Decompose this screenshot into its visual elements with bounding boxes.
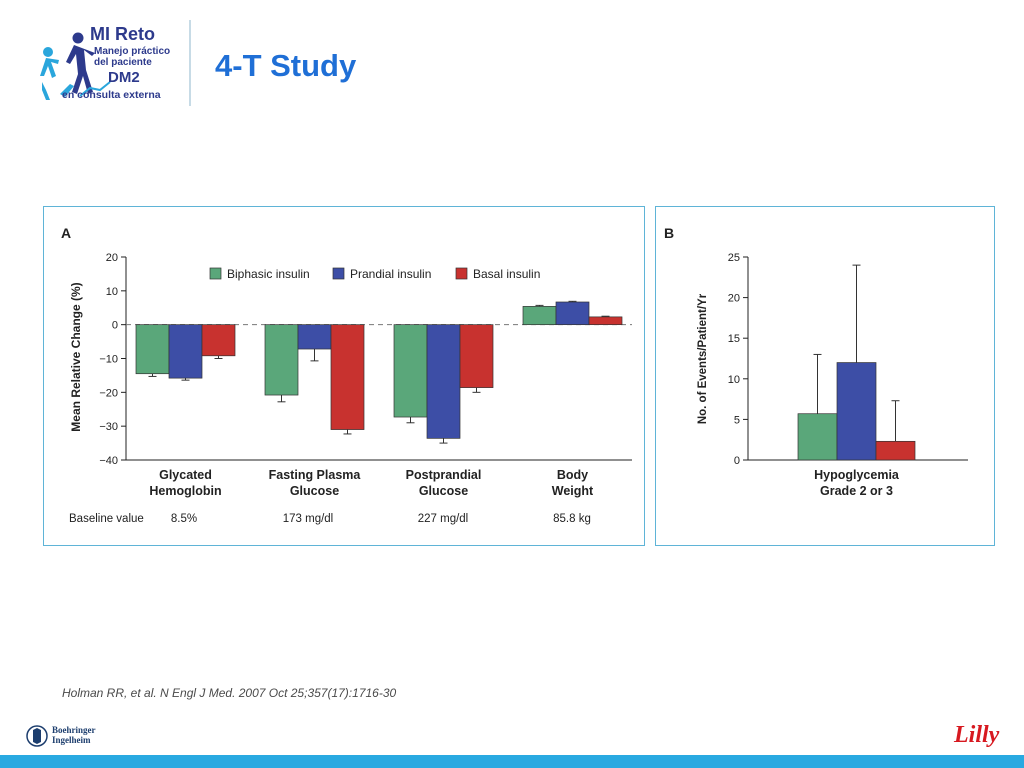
bi-line1: Boehringer (52, 725, 96, 735)
bar-prandial (168, 324, 203, 379)
bar-biphasic (797, 413, 838, 461)
bar-basal (588, 316, 623, 326)
baseline-label: Baseline value (69, 513, 144, 525)
logo-line2: Manejo práctico (94, 46, 170, 57)
chart-a: A Biphasic insulin Prandial insulin Basal … (61, 225, 632, 525)
legend-swatch-prandial (332, 267, 345, 280)
category-label: Glycated (159, 468, 212, 482)
category-label: Glucose (290, 484, 339, 498)
bar-basal (330, 324, 365, 430)
panel-a: A Biphasic insulin Prandial insulin Basal … (43, 206, 645, 546)
legend-label-prandial: Prandial insulin (350, 267, 431, 281)
panel-b-label: B (664, 225, 674, 241)
boehringer-ingelheim-text: Boehringer Ingelheim (52, 725, 96, 745)
category-label: Body (557, 468, 588, 482)
bi-line2: Ingelheim (52, 735, 91, 745)
logo-line1: MI Reto (90, 24, 155, 44)
bar-biphasic (522, 306, 557, 326)
y-tick-label-b: 20 (728, 293, 740, 305)
legend-label-basal: Basal insulin (473, 267, 540, 281)
bar-biphasic (135, 324, 170, 375)
chart-b: B No. of Events/Patient/Yr 0 5 10 15 20 25 Hyp… (664, 225, 968, 498)
baseline-value: 8.5% (171, 513, 197, 525)
bar-basal (201, 324, 236, 357)
logo-line4: DM2 (108, 69, 140, 86)
bar-prandial (555, 301, 590, 326)
category-label: Postprandial (406, 468, 482, 482)
runner-figures-icon (40, 32, 111, 100)
y-tick-label-b: 15 (728, 333, 740, 345)
logo-line3: del paciente (94, 57, 152, 68)
y-axis-label-a: Mean Relative Change (%) (69, 282, 83, 431)
y-tick-label-a: −30 (99, 421, 118, 433)
bar-prandial (836, 362, 877, 461)
category-label: Glucose (419, 484, 468, 498)
category-label: Fasting Plasma (269, 468, 362, 482)
legend-a: Biphasic insulin Prandial insulin Basal in… (209, 267, 540, 281)
y-tick-label-a: −10 (99, 354, 118, 366)
category-label: Grade 2 or 3 (820, 484, 893, 498)
y-axis-label-b: No. of Events/Patient/Yr (697, 293, 709, 424)
panel-b: B No. of Events/Patient/Yr 0 5 10 15 20 25 Hyp… (655, 206, 995, 546)
logo-line5: en consulta externa (62, 89, 161, 101)
y-tick-label-b: 0 (734, 455, 740, 467)
y-tick-label-b: 10 (728, 374, 740, 386)
y-tick-label-a: −20 (99, 387, 118, 399)
y-tick-label-b: 25 (728, 252, 740, 264)
boehringer-ingelheim-logo (26, 725, 48, 747)
mi-reto-logo: MI Reto Manejo práctico del paciente DM2… (40, 24, 170, 101)
y-tick-label-b: 5 (734, 414, 740, 426)
slide-title: 4-T Study (215, 48, 357, 83)
baseline-value: 85.8 kg (553, 513, 591, 525)
bar-prandial (297, 324, 332, 350)
bar-biphasic (393, 324, 428, 418)
lilly-logo: Lilly (954, 722, 1000, 748)
category-label: Hemoglobin (149, 484, 221, 498)
panel-a-label: A (61, 225, 71, 241)
category-label: Weight (552, 484, 594, 498)
header-divider (189, 20, 191, 106)
y-tick-label-a: 20 (106, 252, 118, 264)
bottom-accent-bar (0, 755, 1024, 768)
legend-swatch-biphasic (209, 267, 222, 280)
legend-swatch-basal (455, 267, 468, 280)
y-tick-label-a: −40 (99, 455, 118, 467)
bar-prandial (426, 324, 461, 439)
bar-basal (875, 440, 916, 461)
bar-biphasic (264, 324, 299, 396)
bar-basal (459, 324, 494, 388)
citation: Holman RR, et al. N Engl J Med. 2007 Oct… (62, 686, 397, 700)
y-tick-label-a: 10 (106, 286, 118, 298)
baseline-value: 227 mg/dl (418, 513, 469, 525)
baseline-value: 173 mg/dl (283, 513, 334, 525)
category-label: Hypoglycemia (814, 468, 900, 482)
y-tick-label-a: 0 (112, 320, 118, 332)
legend-label-biphasic: Biphasic insulin (227, 267, 310, 281)
